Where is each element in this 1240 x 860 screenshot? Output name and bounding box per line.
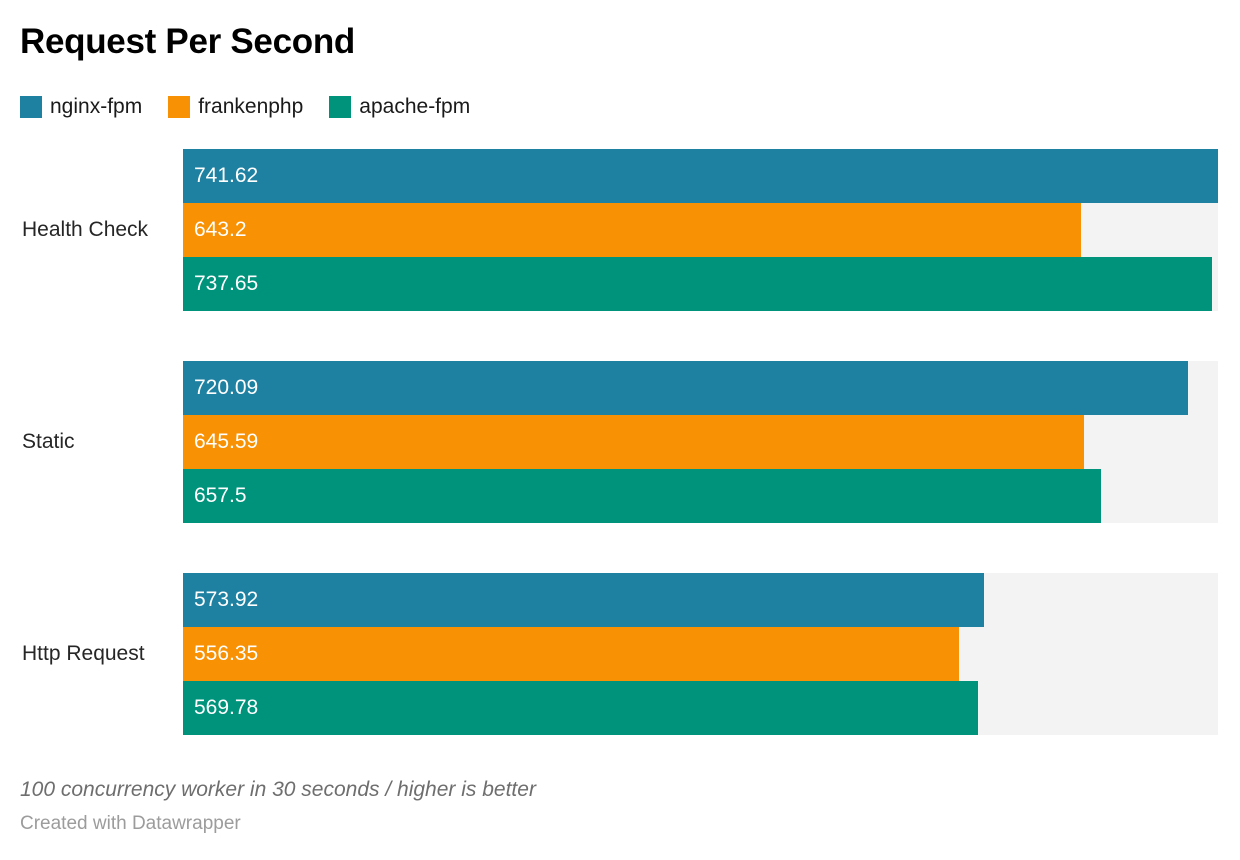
- bar-apache-fpm-health-check: 737.65: [183, 257, 1213, 312]
- category-group-health-check: Health Check 741.62 643.2 737.65: [20, 149, 1218, 312]
- bar-frankenphp-static: 645.59: [183, 415, 1084, 470]
- legend: nginx-fpm frankenphp apache-fpm: [20, 95, 1218, 118]
- bar-track: 573.92: [183, 573, 1218, 628]
- category-group-static: Static 720.09 645.59 657.5: [20, 361, 1218, 524]
- bar-track: 741.62: [183, 149, 1218, 204]
- bar-value-label: 643.2: [194, 218, 247, 242]
- bar-apache-fpm-static: 657.5: [183, 469, 1101, 524]
- bar-value-label: 720.09: [194, 376, 259, 400]
- bar-track: 657.5: [183, 469, 1218, 524]
- bar-track: 569.78: [183, 681, 1218, 736]
- category-label: Http Request: [22, 642, 145, 666]
- bar-track: 720.09: [183, 361, 1218, 416]
- legend-item-frankenphp: frankenphp: [168, 95, 304, 119]
- bar-rows: 573.92 556.35 569.78: [183, 573, 1218, 736]
- legend-swatch-icon: [20, 95, 42, 118]
- bar-value-label: 556.35: [194, 642, 259, 666]
- legend-item-apache-fpm: apache-fpm: [329, 95, 471, 119]
- legend-swatch-icon: [168, 95, 191, 118]
- legend-label: apache-fpm: [359, 95, 471, 119]
- datawrapper-attribution: Created with Datawrapper: [20, 813, 241, 835]
- bar-value-label: 573.92: [194, 588, 259, 612]
- bar-value-label: 737.65: [194, 272, 259, 296]
- bar-value-label: 657.5: [194, 484, 247, 508]
- bar-value-label: 645.59: [194, 430, 259, 454]
- bar-track: 643.2: [183, 203, 1218, 258]
- legend-item-nginx-fpm: nginx-fpm: [20, 95, 143, 119]
- bar-value-label: 569.78: [194, 696, 259, 720]
- bar-track: 556.35: [183, 627, 1218, 682]
- bar-frankenphp-http-request: 556.35: [183, 627, 960, 682]
- legend-swatch-icon: [329, 95, 352, 118]
- bar-frankenphp-health-check: 643.2: [183, 203, 1081, 258]
- chart-note: 100 concurrency worker in 30 seconds / h…: [20, 778, 536, 802]
- bar-rows: 720.09 645.59 657.5: [183, 361, 1218, 524]
- bar-nginx-fpm-health-check: 741.62: [183, 149, 1218, 204]
- bar-apache-fpm-http-request: 569.78: [183, 681, 979, 736]
- bar-track: 645.59: [183, 415, 1218, 470]
- chart-title: Request Per Second: [20, 22, 355, 61]
- category-label: Health Check: [22, 218, 149, 242]
- bar-value-label: 741.62: [194, 164, 259, 188]
- bar-nginx-fpm-http-request: 573.92: [183, 573, 984, 628]
- bar-chart: Health Check 741.62 643.2 737.65 Static 720.0…: [20, 149, 1218, 736]
- bar-track: 737.65: [183, 257, 1218, 312]
- category-group-http-request: Http Request 573.92 556.35 569.78: [20, 573, 1218, 736]
- legend-label: frankenphp: [198, 95, 304, 119]
- category-label: Static: [22, 430, 75, 454]
- legend-label: nginx-fpm: [50, 95, 143, 119]
- bar-rows: 741.62 643.2 737.65: [183, 149, 1218, 312]
- bar-nginx-fpm-static: 720.09: [183, 361, 1188, 416]
